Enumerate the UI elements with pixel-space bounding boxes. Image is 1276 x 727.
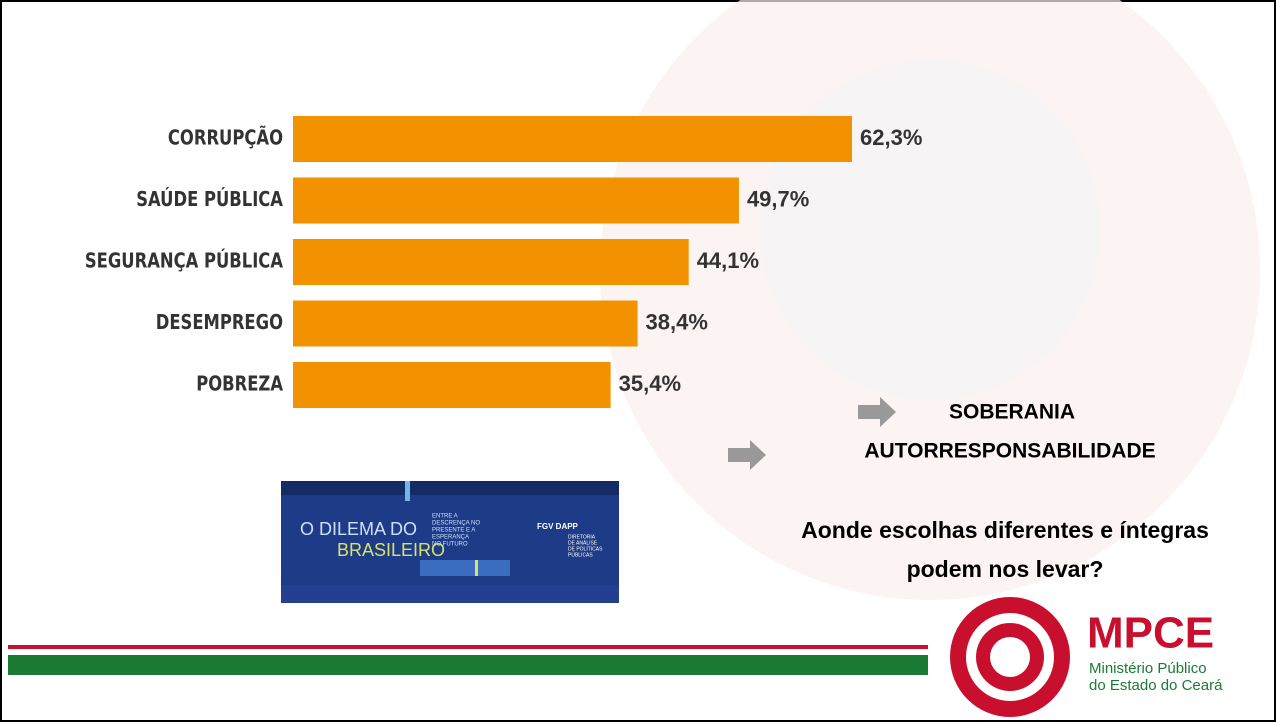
question: Aonde escolhas diferentes e íntegras <box>801 517 1209 543</box>
banner-accent <box>475 560 478 576</box>
banner-subtitle: ENTRE A <box>432 514 458 520</box>
slide: SOBERANIA AUTORRESPONSABILIDADE Aonde es… <box>0 0 1276 722</box>
banner-brand: FGV DAPP <box>537 522 579 531</box>
banner-title: O DILEMA DO <box>300 519 417 539</box>
category-label: DESEMPREGO <box>156 311 283 334</box>
banner: O DILEMA DO BRASILEIRO ENTRE A DESCRENÇA… <box>281 481 619 603</box>
logo-text: do Estado do Ceará <box>1089 677 1223 694</box>
value-label: 62,3% <box>860 125 922 150</box>
category-label: CORRUPÇÃO <box>168 125 283 150</box>
green-stripe <box>8 655 928 675</box>
banner-subtitle: DESCRENÇA NO <box>432 521 480 527</box>
banner-accent <box>405 481 410 501</box>
banner-subtitle: PRESENTE E A <box>432 528 475 534</box>
value-label: 44,1% <box>697 248 759 273</box>
banner-band <box>281 585 619 603</box>
logo-name: MPCE <box>1087 609 1214 658</box>
banner-brand-sub: DE ANÁLISE <box>568 539 598 546</box>
category-label: POBREZA <box>196 373 284 396</box>
watermark-scale <box>760 60 1100 400</box>
category-label: SEGURANÇA PÚBLICA <box>85 249 284 273</box>
banner-subtitle: NO FUTURO <box>432 542 468 548</box>
banner-subtitle: ESPERANÇA <box>432 535 469 541</box>
bar <box>293 116 852 162</box>
banner-title: BRASILEIRO <box>337 540 445 560</box>
banner-band <box>281 481 619 495</box>
banner-brand-sub: PÚBLICAS <box>568 551 593 558</box>
logo-text: Ministério Público <box>1089 660 1207 677</box>
red-stripe <box>8 645 928 649</box>
question: podem nos levar? <box>907 556 1104 582</box>
value-label: 49,7% <box>747 186 809 211</box>
bar <box>293 239 689 285</box>
bar <box>293 362 611 408</box>
category-label: SAÚDE PÚBLICA <box>136 187 284 211</box>
banner-accent <box>420 560 510 576</box>
banner-brand-sub: DE POLÍTICAS <box>568 545 603 552</box>
point-text: AUTORRESPONSABILIDADE <box>864 440 1155 463</box>
value-label: 35,4% <box>619 371 681 396</box>
logo-emblem <box>990 637 1030 677</box>
bar <box>293 178 739 224</box>
value-label: 38,4% <box>646 309 708 334</box>
point-text: SOBERANIA <box>949 401 1075 424</box>
bar <box>293 301 638 347</box>
